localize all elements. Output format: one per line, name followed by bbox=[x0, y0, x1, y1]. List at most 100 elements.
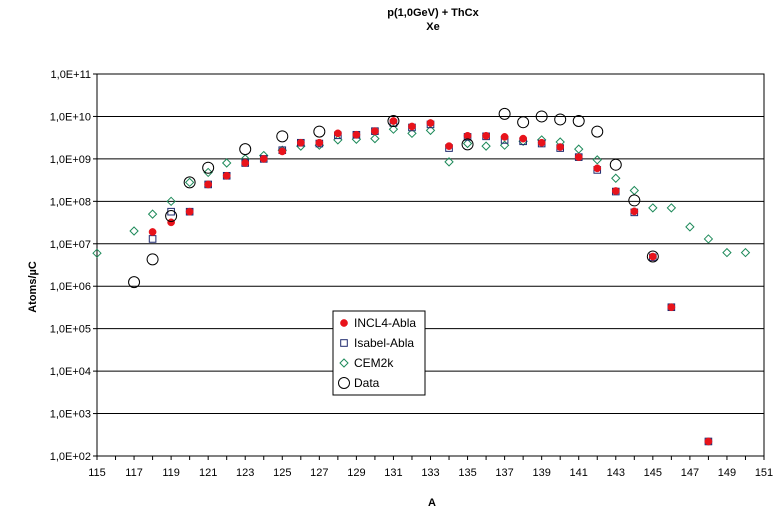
point-incl4-abla bbox=[648, 252, 657, 261]
point-incl4-abla bbox=[204, 180, 213, 189]
legend-marker-isabel-abla bbox=[340, 339, 348, 347]
point-data bbox=[517, 116, 530, 129]
x-tick-label: 143 bbox=[607, 467, 625, 479]
x-tick-label: 119 bbox=[162, 467, 180, 479]
x-tick-label: 151 bbox=[755, 467, 773, 479]
point-cem2k bbox=[722, 247, 732, 258]
point-incl4-abla bbox=[241, 159, 250, 167]
point-incl4-abla bbox=[537, 138, 546, 147]
legend-label-incl4-abla: INCL4-Abla bbox=[354, 316, 416, 330]
point-incl4-abla bbox=[408, 122, 416, 131]
point-incl4-abla bbox=[500, 133, 509, 141]
point-cem2k bbox=[166, 196, 176, 207]
point-incl4-abla bbox=[611, 187, 620, 195]
point-data bbox=[146, 253, 159, 266]
y-axis-ticks: 1,0E+02 1,0E+03 1,0E+04 1,0E+05 1,0E+06 1,0E+… bbox=[50, 69, 97, 463]
point-incl4-abla bbox=[556, 143, 565, 151]
y-axis-label: Atoms/µC bbox=[27, 261, 39, 313]
point-incl4-abla bbox=[315, 138, 324, 147]
y-tick-label: 1,0E+09 bbox=[50, 154, 91, 166]
y-tick-label: 1,0E+06 bbox=[50, 281, 91, 293]
x-tick-label: 139 bbox=[532, 467, 550, 479]
point-data bbox=[554, 113, 567, 126]
point-incl4-abla bbox=[148, 228, 157, 236]
point-incl4-abla bbox=[352, 130, 361, 139]
x-tick-label: 149 bbox=[718, 467, 736, 479]
point-cem2k bbox=[221, 158, 232, 168]
point-data bbox=[535, 110, 548, 123]
point-incl4-abla bbox=[574, 153, 583, 161]
point-cem2k bbox=[388, 124, 399, 134]
point-data bbox=[313, 125, 326, 138]
point-cem2k bbox=[592, 155, 602, 165]
point-data bbox=[128, 276, 141, 289]
point-cem2k bbox=[147, 209, 158, 219]
chart-subtitle: Xe bbox=[426, 21, 439, 33]
y-tick-label: 1,0E+11 bbox=[51, 69, 91, 81]
x-tick-label: 117 bbox=[125, 467, 143, 479]
y-tick-label: 1,0E+02 bbox=[50, 451, 91, 463]
point-cem2k bbox=[370, 133, 380, 144]
point-cem2k bbox=[574, 144, 584, 154]
point-incl4-abla bbox=[259, 155, 268, 163]
point-data bbox=[276, 130, 289, 143]
point-cem2k bbox=[481, 141, 491, 151]
point-cem2k bbox=[740, 247, 751, 258]
point-incl4-abla bbox=[167, 218, 175, 227]
point-incl4-abla bbox=[667, 303, 676, 312]
x-tick-label: 127 bbox=[310, 467, 328, 479]
point-cem2k bbox=[703, 234, 714, 244]
point-data bbox=[609, 158, 622, 171]
x-tick-label: 141 bbox=[570, 467, 588, 479]
point-data bbox=[461, 138, 474, 151]
point-data bbox=[591, 125, 604, 138]
y-tick-label: 1,0E+04 bbox=[50, 366, 91, 378]
x-tick-label: 135 bbox=[458, 467, 476, 479]
legend: INCL4-Abla Isabel-Abla CEM2k Data bbox=[332, 310, 426, 396]
x-axis-ticks: 115 117 119 121 123 125 127 129 131 133 135 137 139 1… bbox=[88, 456, 773, 479]
point-data bbox=[165, 210, 178, 223]
point-data bbox=[183, 176, 196, 189]
x-tick-label: 125 bbox=[273, 467, 291, 479]
y-tick-label: 1,0E+07 bbox=[50, 239, 91, 251]
point-incl4-abla bbox=[371, 127, 379, 136]
legend-label-isabel-abla: Isabel-Abla bbox=[354, 336, 414, 350]
point-data bbox=[239, 143, 252, 156]
point-incl4-abla bbox=[296, 138, 305, 147]
x-tick-label: 131 bbox=[384, 467, 402, 479]
point-cem2k bbox=[184, 177, 195, 188]
point-incl4-abla bbox=[185, 207, 194, 216]
point-incl4-abla bbox=[278, 147, 287, 156]
point-data bbox=[628, 194, 641, 207]
point-cem2k bbox=[407, 128, 417, 139]
point-cem2k bbox=[685, 222, 695, 232]
legend-marker-cem2k bbox=[339, 358, 349, 368]
x-tick-label: 115 bbox=[88, 467, 106, 479]
data-points bbox=[92, 107, 751, 446]
x-tick-label: 133 bbox=[421, 467, 439, 479]
point-incl4-abla bbox=[389, 117, 398, 125]
point-incl4-abla bbox=[222, 171, 231, 180]
legend-label-cem2k: CEM2k bbox=[354, 356, 394, 370]
point-cem2k bbox=[611, 173, 621, 183]
point-incl4-abla bbox=[519, 134, 527, 143]
point-cem2k bbox=[92, 248, 102, 258]
point-cem2k bbox=[425, 125, 436, 136]
point-cem2k bbox=[129, 226, 139, 236]
point-cem2k bbox=[648, 203, 658, 213]
point-incl4-abla bbox=[426, 119, 435, 127]
point-cem2k bbox=[499, 140, 510, 150]
chart-title: p(1,0GeV) + ThCx bbox=[387, 7, 479, 19]
legend-marker-incl4-abla bbox=[340, 319, 348, 327]
legend-label-data: Data bbox=[354, 376, 380, 390]
y-tick-label: 1,0E+05 bbox=[50, 324, 91, 336]
y-tick-label: 1,0E+03 bbox=[50, 409, 91, 421]
legend-box bbox=[332, 310, 426, 396]
point-incl4-abla bbox=[630, 207, 639, 216]
x-tick-label: 147 bbox=[681, 467, 699, 479]
point-data bbox=[572, 115, 585, 128]
point-cem2k bbox=[462, 138, 473, 149]
y-tick-label: 1,0E+10 bbox=[50, 111, 91, 123]
